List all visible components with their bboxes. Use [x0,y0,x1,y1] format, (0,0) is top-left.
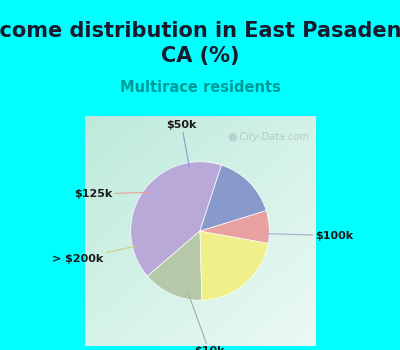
Wedge shape [200,210,269,243]
Text: ●: ● [228,132,238,142]
Wedge shape [200,231,268,300]
Text: > $200k: > $200k [52,246,136,264]
Text: $50k: $50k [166,120,197,167]
Text: City-Data.com: City-Data.com [233,132,308,142]
Text: Multirace residents: Multirace residents [120,80,280,95]
Text: $125k: $125k [74,189,149,199]
Text: $10k: $10k [189,295,224,350]
Text: Income distribution in East Pasadena,
CA (%): Income distribution in East Pasadena, CA… [0,21,400,65]
Wedge shape [131,162,222,276]
Wedge shape [200,165,266,231]
Text: $100k: $100k [265,231,354,240]
Wedge shape [148,231,202,300]
